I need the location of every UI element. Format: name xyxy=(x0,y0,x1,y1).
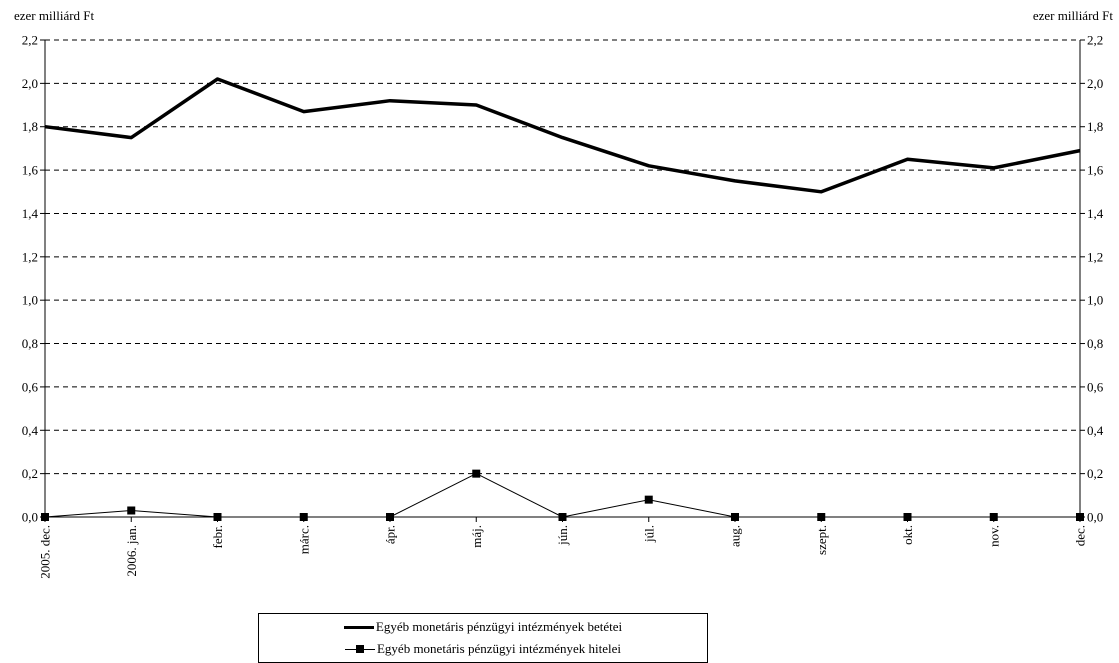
data-point-marker xyxy=(558,513,567,521)
legend: Egyéb monetáris pénzügyi intézmények bet… xyxy=(258,613,708,663)
y-tick-label-right: 0,8 xyxy=(1087,336,1103,351)
x-axis-ticks: 2005. dec. 2006. jan. febr. márc. ápr. máj. jú… xyxy=(38,517,1088,579)
series-lines xyxy=(44,77,1081,518)
data-point-marker xyxy=(1076,513,1084,521)
y-axis-right-ticks: 0,0 0,2 0,4 0,6 0,8 1,0 1,2 1,4 1,6 1,8 2,0 2,2 xyxy=(1080,33,1104,525)
y-tick-label-right: 0,4 xyxy=(1087,423,1104,438)
x-tick-label: ápr. xyxy=(383,525,398,544)
x-tick-label: febr. xyxy=(210,525,225,548)
legend-label-deposits: Egyéb monetáris pénzügyi intézmények bet… xyxy=(375,619,623,634)
data-point-marker xyxy=(644,495,653,504)
data-point-marker xyxy=(817,513,826,521)
y-tick-label-left: 1,2 xyxy=(22,249,38,264)
y-tick-label-left: 0,8 xyxy=(22,336,38,351)
y-tick-label-left: 1,6 xyxy=(22,163,39,178)
y-tick-label-left: 0,6 xyxy=(22,379,39,394)
right-axis-unit-label: ezer milliárd Ft xyxy=(1032,8,1113,23)
y-tick-label-right: 1,2 xyxy=(1087,249,1103,264)
x-tick-label: 2006. jan. xyxy=(124,525,139,577)
series-markers xyxy=(41,469,1084,521)
y-tick-label-left: 0,0 xyxy=(22,510,38,525)
y-tick-label-right: 0,0 xyxy=(1087,510,1103,525)
data-point-marker xyxy=(386,513,394,521)
data-point-marker xyxy=(989,513,998,521)
y-tick-label-left: 1,0 xyxy=(22,293,38,308)
data-point-marker xyxy=(299,513,308,521)
x-tick-label: júl. xyxy=(641,525,656,543)
x-tick-label: dec. xyxy=(1073,525,1088,546)
x-tick-label: szept. xyxy=(814,525,829,555)
x-tick-label: nov. xyxy=(986,525,1001,547)
x-tick-label: máj. xyxy=(469,525,484,548)
axes xyxy=(44,40,1081,518)
y-tick-label-left: 2,2 xyxy=(22,33,38,48)
y-tick-label-left: 1,8 xyxy=(22,119,38,134)
legend-swatch-square-marker-line xyxy=(344,643,375,655)
x-tick-label: jún. xyxy=(555,525,570,546)
y-tick-label-right: 2,0 xyxy=(1087,76,1103,91)
data-point-marker xyxy=(731,513,739,521)
y-tick-label-right: 1,8 xyxy=(1087,119,1103,134)
y-tick-label-left: 0,2 xyxy=(22,466,38,481)
data-point-marker xyxy=(213,513,222,521)
data-point-marker xyxy=(903,513,912,521)
y-tick-label-right: 1,0 xyxy=(1087,293,1103,308)
y-tick-label-right: 1,6 xyxy=(1087,163,1104,178)
x-tick-label: okt. xyxy=(900,525,915,545)
data-point-marker xyxy=(41,513,49,521)
y-tick-label-right: 0,6 xyxy=(1087,379,1104,394)
legend-swatch-thick-line xyxy=(343,621,374,633)
y-axis-left-ticks: 0,0 0,2 0,4 0,6 0,8 1,0 1,2 1,4 1,6 1,8 2,0 2,2 xyxy=(22,33,45,525)
x-tick-label: 2005. dec. xyxy=(38,525,53,579)
legend-label-loans: Egyéb monetáris pénzügyi intézmények hit… xyxy=(376,641,622,656)
gridlines xyxy=(45,39,1080,475)
series-line-deposits xyxy=(44,77,1081,194)
y-tick-label-right: 1,4 xyxy=(1087,206,1104,221)
y-tick-label-left: 2,0 xyxy=(22,76,38,91)
legend-item-deposits: Egyéb monetáris pénzügyi intézmények bet… xyxy=(259,616,707,638)
y-tick-label-right: 2,2 xyxy=(1087,33,1103,48)
left-axis-unit-label: ezer milliárd Ft xyxy=(14,8,95,23)
x-tick-label: aug. xyxy=(728,525,743,547)
line-chart: 0,0 0,2 0,4 0,6 0,8 1,0 1,2 1,4 1,6 1,8 2,0 2,2 0,0… xyxy=(22,33,1104,579)
y-tick-label-left: 0,4 xyxy=(22,423,39,438)
data-point-marker xyxy=(127,506,136,515)
y-tick-label-left: 1,4 xyxy=(22,206,39,221)
data-point-marker xyxy=(472,469,481,478)
legend-item-loans: Egyéb monetáris pénzügyi intézmények hit… xyxy=(259,638,707,660)
x-tick-label: márc. xyxy=(296,525,311,554)
series-line-loans xyxy=(44,473,1080,518)
y-tick-label-right: 0,2 xyxy=(1087,466,1103,481)
